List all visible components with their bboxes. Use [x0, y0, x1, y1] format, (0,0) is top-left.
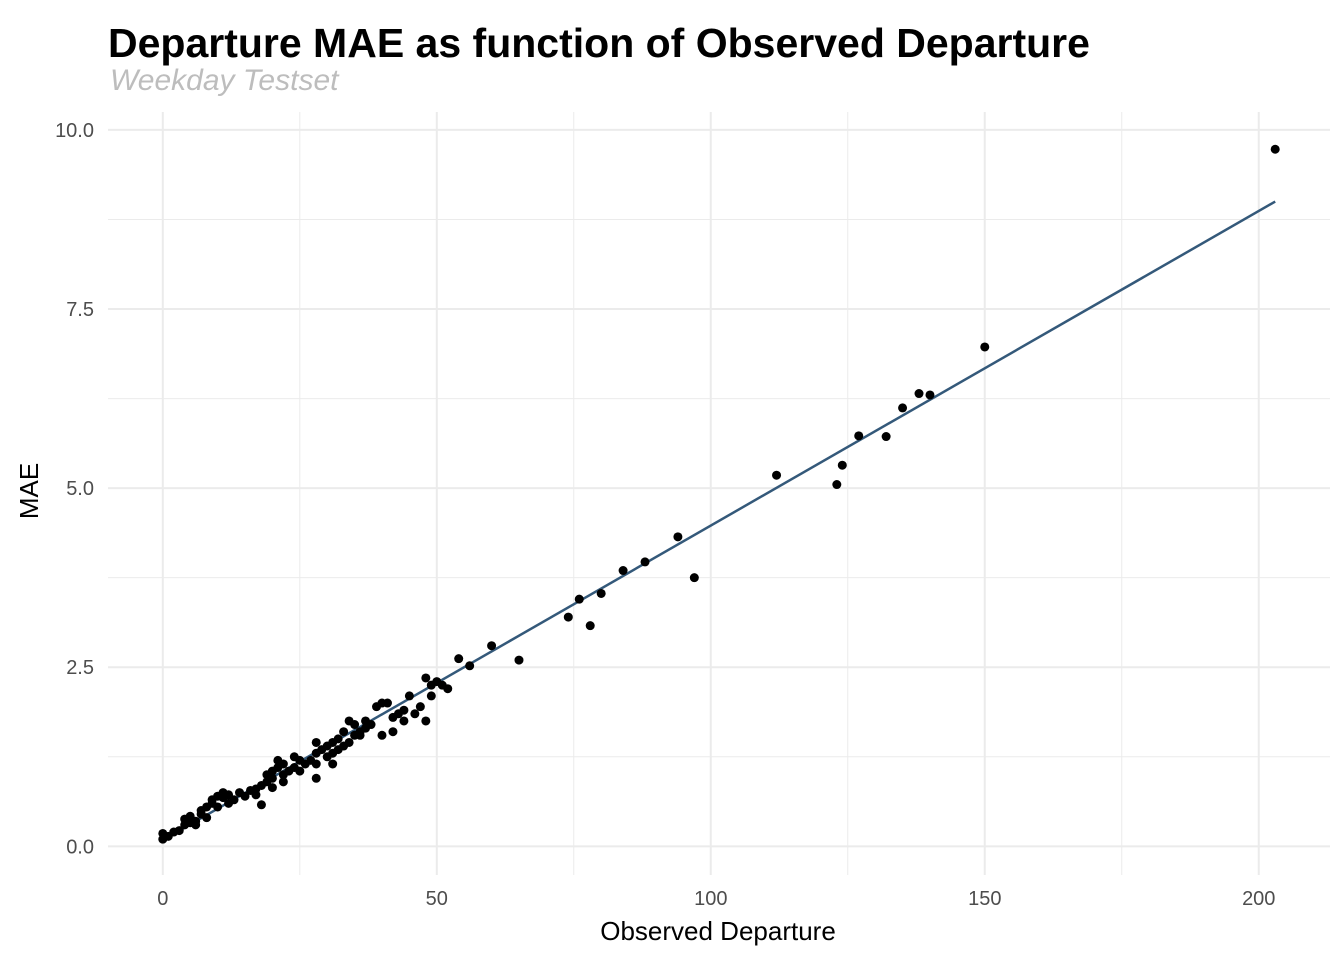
data-point	[574, 594, 584, 604]
data-point	[278, 759, 288, 769]
y-tick-label: 5.0	[66, 478, 94, 500]
data-point	[328, 759, 338, 769]
x-tick-label: 200	[1242, 888, 1275, 910]
fit-line-layer	[167, 200, 1276, 839]
chart-subtitle: Weekday Testset	[110, 64, 339, 97]
data-point	[832, 480, 842, 490]
data-point	[366, 720, 376, 730]
data-point	[267, 783, 277, 793]
data-point	[465, 661, 475, 671]
data-point	[202, 813, 212, 823]
data-point	[837, 460, 847, 470]
data-point	[240, 791, 250, 801]
y-tick-labels: 0.0 2.5 5.0 7.5 10.0	[55, 120, 94, 858]
data-point	[267, 773, 277, 783]
data-point	[563, 612, 573, 622]
data-point	[377, 730, 387, 740]
x-axis-title: Observed Departure	[600, 916, 836, 946]
data-point	[333, 734, 343, 744]
data-point	[925, 390, 935, 400]
data-point	[415, 702, 425, 712]
data-point	[673, 532, 683, 542]
data-point	[854, 431, 864, 441]
data-point	[487, 641, 497, 651]
y-axis-title: MAE	[14, 463, 44, 519]
data-point	[1270, 144, 1280, 154]
data-point	[421, 716, 431, 726]
points-layer	[158, 144, 1280, 844]
data-point	[311, 759, 321, 769]
data-point	[514, 655, 524, 665]
data-point	[980, 342, 990, 352]
data-point	[344, 737, 354, 747]
data-point	[443, 684, 453, 694]
data-point	[399, 716, 409, 726]
data-point	[382, 698, 392, 708]
data-point	[278, 777, 288, 787]
fit-line	[167, 200, 1276, 839]
data-point	[421, 673, 431, 683]
data-point	[311, 773, 321, 783]
data-point	[404, 691, 414, 701]
data-point	[399, 705, 409, 715]
x-tick-label: 150	[968, 888, 1001, 910]
chart-title: Departure MAE as function of Observed De…	[108, 20, 1090, 66]
data-point	[388, 727, 398, 737]
major-gridlines	[108, 112, 1330, 875]
data-point	[898, 403, 908, 413]
y-tick-label: 7.5	[66, 299, 94, 321]
x-tick-label: 0	[157, 888, 168, 910]
data-point	[213, 802, 223, 812]
x-tick-label: 50	[426, 888, 448, 910]
data-point	[256, 800, 266, 810]
data-point	[295, 766, 305, 776]
data-point	[339, 727, 349, 737]
data-point	[596, 588, 606, 598]
data-point	[311, 737, 321, 747]
y-tick-label: 2.5	[66, 657, 94, 679]
data-point	[229, 795, 239, 805]
y-tick-label: 10.0	[55, 120, 94, 142]
data-point	[174, 826, 184, 836]
minor-gridlines	[108, 112, 1330, 875]
data-point	[640, 557, 650, 567]
data-point	[426, 691, 436, 701]
x-tick-labels: 0 50 100 150 200	[157, 888, 1275, 910]
data-point	[881, 432, 891, 442]
x-tick-label: 100	[694, 888, 727, 910]
data-point	[689, 573, 699, 583]
data-point	[251, 790, 261, 800]
data-point	[914, 389, 924, 399]
data-point	[454, 654, 464, 664]
data-point	[191, 820, 201, 830]
data-point	[350, 720, 360, 730]
data-point	[618, 566, 628, 576]
data-point	[585, 621, 595, 631]
data-point	[772, 470, 782, 480]
data-point	[410, 709, 420, 719]
y-tick-label: 0.0	[66, 836, 94, 858]
